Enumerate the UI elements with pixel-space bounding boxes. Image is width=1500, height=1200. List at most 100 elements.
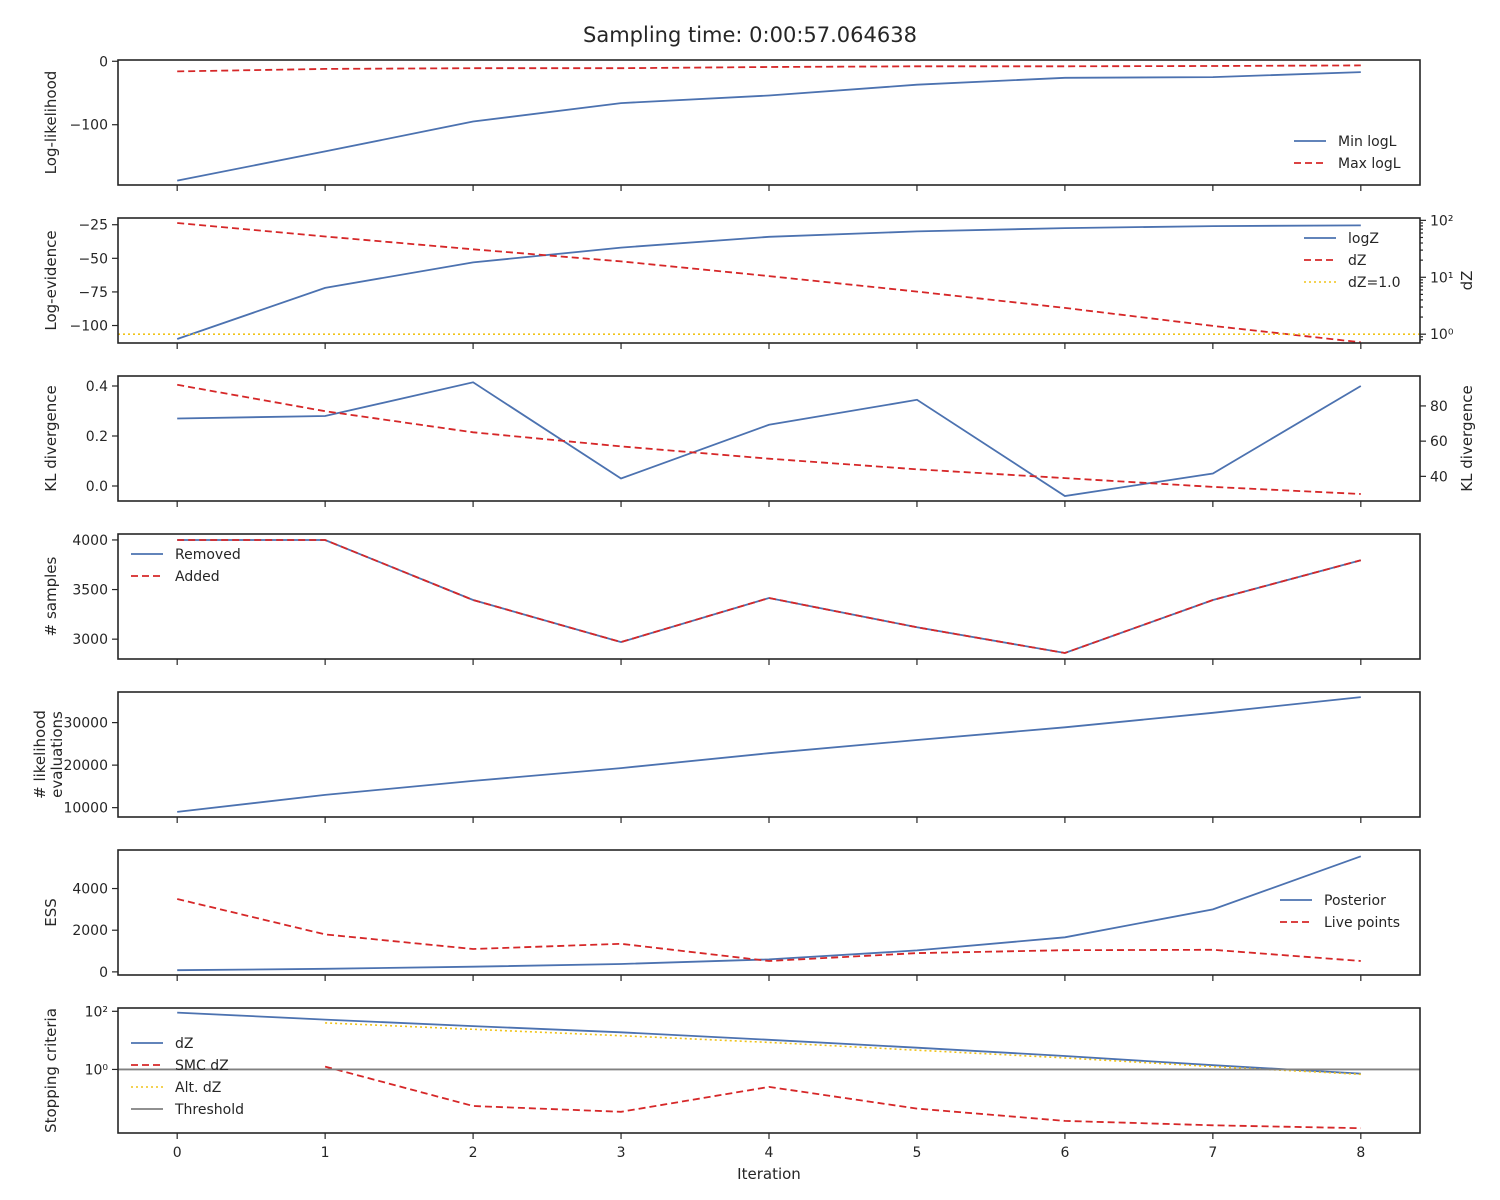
panel-3: 0.0 0.2 0.4 40 60 80 KL divergence KL divergenc… [42, 375, 1476, 507]
panel-frame [117, 217, 1421, 344]
series-line [177, 696, 1361, 813]
series-line-Alt. dZ [325, 1022, 1361, 1076]
legend-label: Min logL [1338, 134, 1397, 150]
series-line-Max logL [177, 64, 1361, 73]
y-axis-label: evaluations [48, 711, 66, 798]
right-y-tick-label: 40 [1430, 469, 1448, 485]
panel-4: 3000 3500 4000 # samples Removed Added [42, 533, 1421, 665]
legend-label: Threshold [174, 1102, 244, 1118]
plot-area [176, 855, 1362, 972]
y-tick-label: 3500 [72, 583, 108, 599]
y-axis-label: Stopping criteria [42, 1008, 60, 1133]
y-axis-label: Log-evidence [42, 230, 60, 330]
right-y-tick-label: 10² [1430, 213, 1453, 229]
series-line-Posterior [177, 855, 1362, 972]
panel-frame [117, 533, 1421, 660]
x-axis-label: Iteration [737, 1165, 801, 1183]
y-axis-label: Log-likelihood [42, 71, 60, 175]
y-axis-label: # samples [42, 556, 60, 636]
legend-label: Added [175, 569, 220, 585]
series-line-Live points [176, 898, 1361, 962]
series-line-Removed [177, 539, 1362, 654]
figure-title: Sampling time: 0:00:57.064638 [583, 23, 917, 47]
series-line-SMC dZ [324, 1065, 1361, 1130]
y-tick-label: 20000 [63, 758, 108, 774]
x-tick-label: 5 [912, 1145, 921, 1161]
y-tick-label: −25 [78, 218, 108, 234]
legend-label: Alt. dZ [175, 1080, 221, 1096]
legend-label: Max logL [1338, 156, 1401, 172]
y-tick-label: 30000 [63, 716, 108, 732]
right-y-tick-label: 10¹ [1430, 270, 1453, 286]
plot-area [118, 1011, 1420, 1130]
y-tick-label: 10² [85, 1004, 108, 1020]
panel-frame [117, 375, 1421, 502]
legend-label: dZ=1.0 [1348, 275, 1400, 291]
right-y-axis-label: KL divergence [1458, 385, 1476, 491]
right-y-axis-label: dZ [1458, 271, 1476, 291]
x-tick-label: 7 [1208, 1145, 1217, 1161]
plot-area [177, 539, 1362, 654]
y-tick-label: −75 [78, 285, 108, 301]
legend: dZ SMC dZ Alt. dZ Threshold [131, 1036, 244, 1118]
x-tick-label: 2 [469, 1145, 478, 1161]
legend: Min logL Max logL [1294, 134, 1401, 172]
series-line-dZ [177, 222, 1361, 343]
y-tick-label: 10⁰ [85, 1062, 109, 1078]
y-axis-label: # likelihood [31, 710, 49, 799]
y-tick-label: 0 [99, 54, 108, 70]
legend: logZ dZ dZ=1.0 [1304, 231, 1400, 291]
series-line [177, 383, 1361, 495]
plot-area [177, 696, 1361, 813]
panel-frame [117, 1007, 1421, 1134]
panel-frame [117, 691, 1421, 818]
plot-area [177, 381, 1362, 497]
panel-6: 0 2000 4000 ESS Posterior Live points [42, 849, 1421, 981]
x-tick-label: 8 [1356, 1145, 1365, 1161]
y-tick-label: −50 [78, 251, 108, 267]
right-y-tick-label: 10⁰ [1430, 327, 1454, 343]
y-tick-label: 0.4 [86, 379, 108, 395]
x-tick-label: 4 [765, 1145, 774, 1161]
y-tick-label: −100 [70, 319, 108, 335]
legend-label: SMC dZ [175, 1058, 229, 1074]
legend-label: Removed [175, 547, 241, 563]
plot-area [177, 64, 1361, 182]
legend-label: Live points [1324, 915, 1400, 931]
x-tick-label: 0 [173, 1145, 182, 1161]
right-y-tick-label: 80 [1430, 399, 1448, 415]
x-tick-label: 1 [321, 1145, 330, 1161]
legend: Removed Added [131, 547, 241, 585]
y-tick-label: 4000 [72, 533, 108, 549]
y-tick-label: 3000 [72, 632, 108, 648]
y-tick-label: 2000 [72, 923, 108, 939]
plot-area [118, 222, 1420, 343]
legend-label: dZ [175, 1036, 193, 1052]
series-line-Min logL [177, 71, 1361, 182]
y-tick-label: 4000 [72, 882, 108, 898]
panel-7: 10⁰ 10² 0 1 2 3 4 5 6 7 8 Iteration Stopping criteri… [42, 1004, 1421, 1183]
legend-label: Posterior [1324, 893, 1386, 909]
right-y-tick-label: 60 [1430, 434, 1448, 450]
y-tick-label: 0.2 [86, 429, 108, 445]
y-axis-label: KL divergence [42, 385, 60, 491]
y-tick-label: 0 [99, 965, 108, 981]
panel-1: 0 −100 Log-likelihood Min logL Max logL [42, 54, 1421, 191]
x-tick-label: 6 [1060, 1145, 1069, 1161]
panel-5: 10000 20000 30000 # likelihood evaluations [31, 691, 1421, 823]
y-tick-label: 0.0 [86, 479, 108, 495]
series-line [177, 381, 1362, 497]
x-tick-label: 3 [617, 1145, 626, 1161]
series-line-logZ [176, 224, 1361, 340]
panel-frame [117, 849, 1421, 976]
y-tick-label: −100 [70, 118, 108, 134]
panel-frame [117, 59, 1421, 186]
legend-label: dZ [1348, 253, 1366, 269]
series-line-Added [177, 539, 1362, 654]
y-tick-label: 10000 [63, 801, 108, 817]
panels: 0 −100 Log-likelihood Min logL Max logL −25 −5… [31, 54, 1476, 1183]
legend: Posterior Live points [1280, 893, 1400, 931]
series-line-dZ [177, 1011, 1361, 1075]
